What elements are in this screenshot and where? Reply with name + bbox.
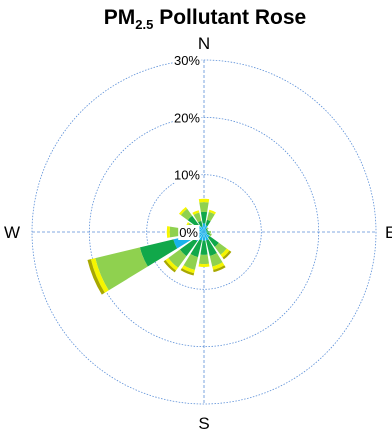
petal-315-bin-1 [187,215,199,227]
petal-67.5-bin-1 [205,229,208,232]
compass-label-south: S [198,414,209,433]
petal-45-bin-2 [206,227,209,230]
petal-202.5-bin-1 [190,239,202,258]
compass-label-east: E [385,223,392,242]
petal-157.5-bin-0 [204,232,209,241]
petal-202.5-bin-0 [199,232,204,241]
petal-315-bin-2 [180,208,193,221]
petal-247.5-bin-1 [139,239,178,267]
petal-112.5-bin-2 [209,233,212,237]
compass-label-bg [195,34,213,53]
compass-label-north: N [198,34,210,53]
petal-337.5-bin-1 [198,220,203,228]
petal-180-bin-0 [202,232,206,241]
petal-67.5-bin-0 [204,230,207,232]
petal-180-bin-3 [198,263,210,267]
ring-label-bg-10 [172,167,202,183]
petal-157.5-bin-4 [213,265,226,273]
petal-90-bin-2 [209,230,211,234]
petal-225-bin-2 [168,249,187,268]
chart-title-suffix: Pollutant Rose [153,6,306,29]
compass-label-bg [1,223,23,242]
ring-label-10: 10% [174,168,200,183]
petal-0-bin-1 [200,211,208,224]
petal-202.5-bin-2 [183,253,198,270]
petal-202.5-bin-4 [180,268,195,276]
petal-337.5-bin-2 [193,212,202,223]
petal-225-bin-1 [179,238,198,257]
petal-0-bin-2 [199,202,209,213]
ring-label-bg-0 [178,225,200,240]
petal-90-bin-1 [206,231,210,233]
petal-337.5-bin-0 [201,226,204,232]
petal-315-bin-3 [178,206,188,216]
compass-label-bg [196,414,212,433]
petal-270-bin-3 [166,226,171,238]
petal-135-bin-3 [220,248,230,258]
ring-label-20: 20% [174,110,200,125]
chart-title-subscript: 2.5 [135,17,153,32]
petal-292.5-bin-0 [198,229,204,232]
ring-label-30: 30% [174,53,200,68]
petal-22.5-bin-2 [206,211,215,222]
petal-337.5-bin-3 [192,210,200,215]
petal-0-bin-3 [198,198,210,203]
petal-135-bin-4 [222,250,232,260]
petal-90-bin-0 [204,231,207,233]
petal-112.5-bin-0 [204,232,208,234]
petal-112.5-bin-1 [206,232,211,236]
compass-label-west: W [4,223,20,242]
petal-180-bin-1 [200,240,208,255]
petal-202.5-bin-3 [181,265,195,274]
petal-225-bin-3 [165,257,179,271]
petal-247.5-bin-3 [90,258,109,293]
petal-135-bin-1 [208,236,219,247]
petal-247.5-bin-2 [95,247,148,291]
petal-45-bin-0 [204,229,207,232]
chart-labels: PM2.5 Pollutant Rose N E S W 0% 10% 20% 30% [1,6,392,433]
petal-135-bin-0 [204,232,210,238]
petal-225-bin-4 [163,259,177,273]
petal-0-bin-0 [202,223,206,232]
petal-180-bin-2 [198,254,210,265]
petal-247.5-bin-4 [87,259,105,295]
petal-45-bin-1 [205,228,208,231]
petal-22.5-bin-3 [208,209,216,215]
petal-22.5-bin-1 [205,219,211,227]
grid-ring-10 [146,174,262,290]
petal-157.5-bin-3 [212,262,225,270]
petal-22.5-bin-0 [204,225,208,232]
ring-label-bg-30 [172,53,202,68]
chart-title-prefix: PM [104,6,136,29]
ring-label-bg-20 [172,110,202,126]
petal-157.5-bin-1 [206,239,217,256]
ring-label-0: 0% [179,225,198,240]
petal-135-bin-2 [214,242,227,255]
rose-petals [87,198,232,295]
chart-title: PM2.5 Pollutant Rose [104,6,306,32]
compass-label-bg [383,223,392,242]
petal-157.5-bin-2 [209,253,223,267]
